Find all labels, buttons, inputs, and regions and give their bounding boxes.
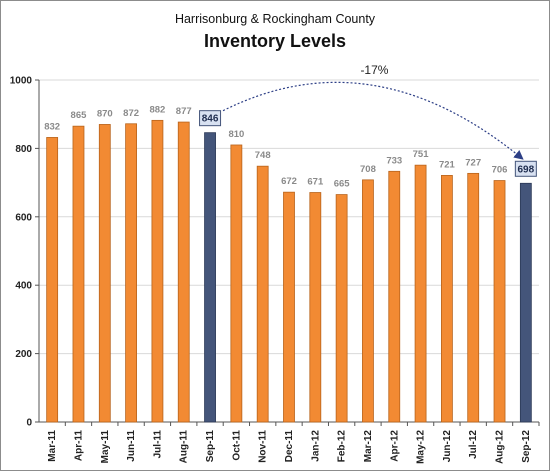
x-tick-label: Jun-11 [126, 430, 137, 462]
y-tick-label: 200 [15, 349, 32, 360]
data-label-box [514, 160, 537, 177]
bar [125, 123, 138, 423]
change-annotation: -17% [360, 63, 388, 77]
x-tick-label: Oct-11 [231, 430, 242, 461]
bar [72, 125, 85, 423]
x-tick-label: May-11 [100, 430, 111, 464]
data-label: 877 [176, 106, 192, 117]
data-label: 727 [465, 157, 481, 168]
x-tick-label: Apr-12 [389, 430, 400, 462]
data-label: 672 [281, 176, 297, 187]
x-tick-label: Jan-12 [310, 430, 321, 462]
bar [362, 179, 374, 423]
bar [493, 180, 506, 423]
x-tick-label: Jul-11 [152, 430, 163, 459]
data-label: 748 [255, 150, 271, 161]
x-tick-label: Dec-11 [284, 430, 295, 463]
data-label-box [199, 110, 222, 127]
data-label: 733 [386, 155, 402, 166]
data-label: 671 [307, 177, 324, 188]
bar [230, 144, 243, 423]
bar [519, 182, 532, 423]
data-label: 810 [228, 129, 244, 140]
data-label: 708 [360, 164, 376, 175]
bar [388, 170, 401, 423]
data-label: 865 [71, 110, 88, 121]
data-label: 882 [149, 104, 165, 115]
y-tick-label: 1000 [10, 76, 33, 87]
bar [256, 165, 269, 423]
x-tick-label: Mar-12 [363, 430, 374, 463]
bar [98, 124, 111, 423]
data-label: 721 [439, 159, 456, 170]
bar [467, 172, 480, 423]
bar [46, 137, 59, 423]
bar [283, 191, 295, 423]
x-tick-label: Mar-11 [47, 430, 58, 462]
data-label: 872 [123, 108, 139, 119]
x-tick-label: Nov-11 [258, 430, 269, 463]
y-tick-label: 400 [15, 281, 32, 292]
data-label: 846 [202, 114, 219, 125]
change-arrow [222, 81, 524, 160]
x-tick-label: Feb-12 [337, 430, 348, 463]
bar [151, 119, 164, 423]
bar [204, 132, 216, 423]
data-label: 698 [517, 164, 534, 175]
x-tick-label: Jul-12 [468, 430, 479, 459]
x-tick-label: Jun-12 [442, 430, 453, 463]
bar [335, 194, 348, 423]
bar [440, 175, 453, 423]
data-label: 706 [492, 165, 508, 176]
y-tick-label: 800 [15, 144, 32, 155]
bar [177, 121, 190, 423]
x-tick-label: Aug-12 [495, 430, 506, 464]
data-label: 832 [44, 121, 60, 132]
y-tick-label: 600 [15, 212, 32, 223]
x-tick-label: Apr-11 [73, 430, 84, 462]
data-label: 665 [334, 179, 351, 190]
data-label: 870 [97, 108, 113, 119]
chart-title: Inventory Levels [203, 31, 347, 51]
y-tick-label: 0 [26, 418, 32, 429]
x-tick-label: Aug-11 [179, 430, 190, 464]
bar [414, 164, 427, 423]
x-tick-label: Sep-12 [521, 430, 532, 463]
x-tick-label: May-12 [416, 430, 427, 464]
data-label: 751 [413, 149, 430, 160]
bar [309, 192, 322, 423]
chart-subtitle: Harrisonburg & Rockingham County [174, 12, 376, 26]
x-tick-label: Sep-11 [205, 430, 216, 463]
